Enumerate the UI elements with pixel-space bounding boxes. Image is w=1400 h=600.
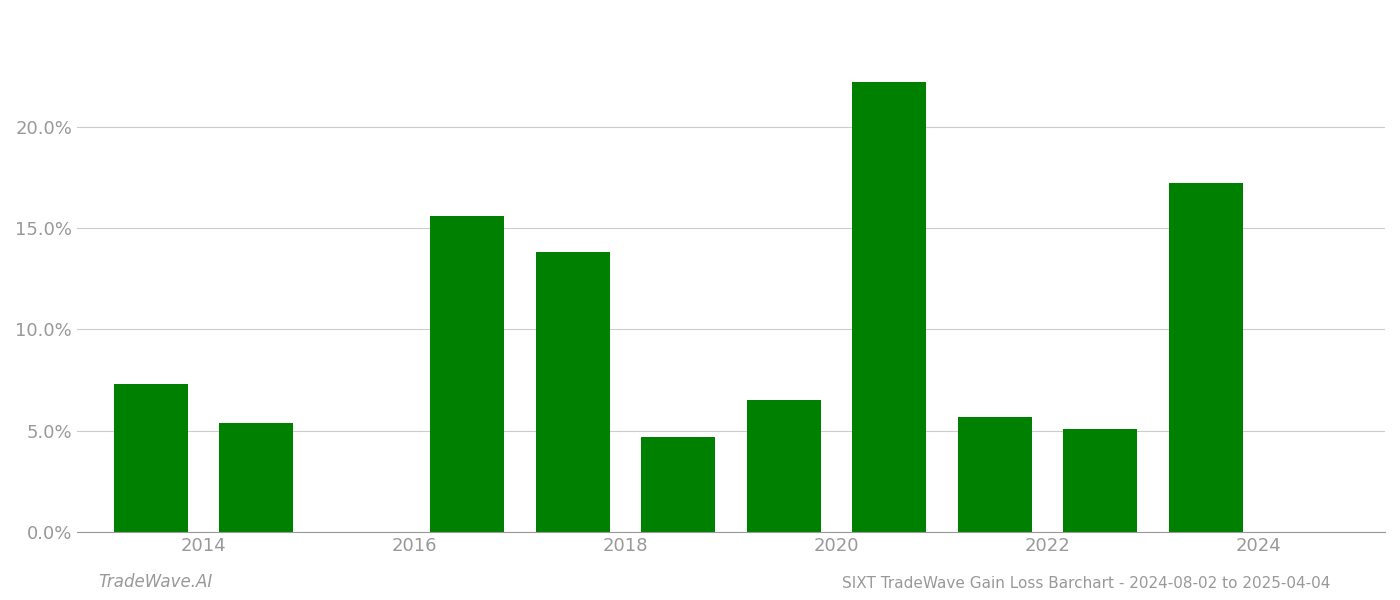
Bar: [1169, 184, 1243, 532]
Text: SIXT TradeWave Gain Loss Barchart - 2024-08-02 to 2025-04-04: SIXT TradeWave Gain Loss Barchart - 2024…: [841, 576, 1330, 591]
Text: TradeWave.AI: TradeWave.AI: [98, 573, 213, 591]
Bar: [113, 384, 188, 532]
Bar: [641, 437, 715, 532]
Bar: [536, 252, 609, 532]
Bar: [746, 400, 820, 532]
Bar: [1063, 429, 1137, 532]
Bar: [220, 422, 293, 532]
Bar: [853, 82, 925, 532]
Bar: [430, 216, 504, 532]
Bar: [958, 416, 1032, 532]
